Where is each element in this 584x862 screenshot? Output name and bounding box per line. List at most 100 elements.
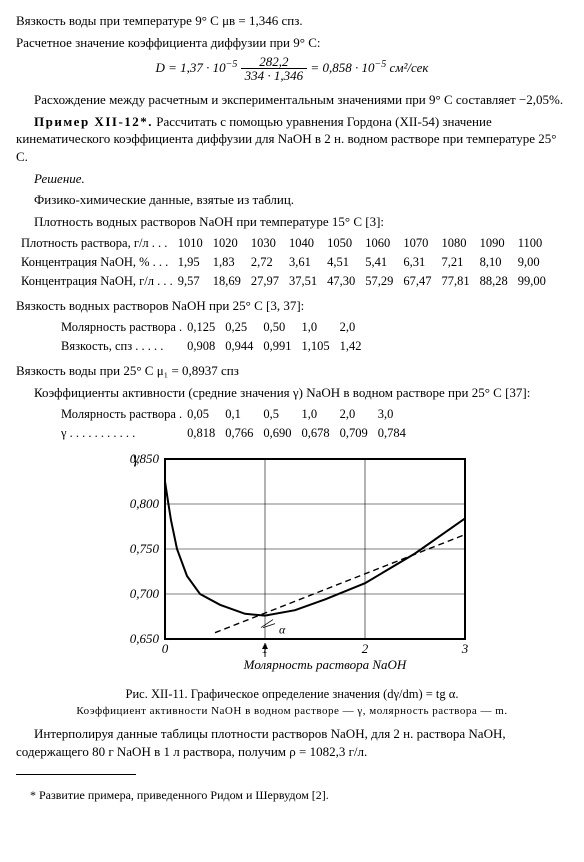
svg-text:0,700: 0,700	[130, 586, 160, 601]
cell: 37,51	[284, 272, 322, 291]
cell: 9,57	[173, 272, 208, 291]
eq-part: = 0,858 · 10	[310, 60, 374, 75]
table-row: Концентрация NaOH, г/л . . .9,5718,6927,…	[16, 272, 551, 291]
cell: 0,944	[220, 337, 258, 356]
cell: 99,00	[513, 272, 551, 291]
svg-text:0,750: 0,750	[130, 541, 160, 556]
table-gamma: Молярность раствора .0,050,10,51,02,03,0…	[56, 405, 411, 443]
cell: 7,21	[436, 253, 474, 272]
cell: 0,1	[220, 405, 258, 424]
row-label: γ . . . . . . . . . . .	[56, 424, 182, 443]
eq-fraction: 282,2 334 · 1,346	[241, 55, 308, 83]
table-row: Плотность раствора, г/л . . .10101020103…	[16, 234, 551, 253]
cell: 8,10	[475, 253, 513, 272]
cell: 4,51	[322, 253, 360, 272]
cell: 0,766	[220, 424, 258, 443]
row-label: Концентрация NaOH, г/л . . .	[16, 272, 173, 291]
chart-gamma-vs-molarity: α0,6500,7000,7500,8000,8500123γМолярност…	[111, 451, 473, 675]
cell: 1,0	[297, 318, 335, 337]
cell: 3,0	[373, 405, 411, 424]
cell: 0,991	[258, 337, 296, 356]
cell: 1,95	[173, 253, 208, 272]
cell: 1,42	[335, 337, 367, 356]
svg-text:0,650: 0,650	[130, 631, 160, 646]
svg-text:γ: γ	[133, 451, 140, 467]
cell: 1060	[360, 234, 398, 253]
eq-sup: −5	[226, 59, 238, 70]
table-row: γ . . . . . . . . . . .0,8180,7660,6900,…	[56, 424, 411, 443]
row-label: Молярность раствора .	[56, 405, 182, 424]
eq-num: 282,2	[241, 55, 308, 69]
paragraph-diffusion-9c: Расчетное значение коэффициента диффузии…	[16, 34, 568, 52]
cell: 0,05	[182, 405, 220, 424]
cell: 2,72	[246, 253, 284, 272]
cell: 2,0	[335, 318, 367, 337]
eq-unit: см²/сек	[389, 60, 428, 75]
cell: 1020	[208, 234, 246, 253]
paragraph-discrepancy: Расхождение между расчетным и эксперимен…	[16, 91, 568, 109]
cell: 1,105	[297, 337, 335, 356]
cell: 1070	[398, 234, 436, 253]
cell: 1,0	[297, 405, 335, 424]
cell: 0,908	[182, 337, 220, 356]
figure-caption: Рис. XII-11. Графическое определение зна…	[16, 686, 568, 703]
table-row: Молярность раствора .0,1250,250,501,02,0	[56, 318, 367, 337]
eq-part: D = 1,37 · 10	[156, 60, 226, 75]
cell: 67,47	[398, 272, 436, 291]
table-row: Молярность раствора .0,050,10,51,02,03,0	[56, 405, 411, 424]
cell: 1040	[284, 234, 322, 253]
cell: 77,81	[436, 272, 474, 291]
cell: 47,30	[322, 272, 360, 291]
cell: 1050	[322, 234, 360, 253]
row-label: Молярность раствора .	[56, 318, 182, 337]
cell: 0,678	[297, 424, 335, 443]
cell: 0,784	[373, 424, 411, 443]
footnote-separator	[16, 774, 136, 775]
cell: 1080	[436, 234, 474, 253]
cell: 9,00	[513, 253, 551, 272]
cell: 0,25	[220, 318, 258, 337]
cell: 6,31	[398, 253, 436, 272]
cell: 0,709	[335, 424, 373, 443]
example-label: Пример XII-12*.	[34, 114, 153, 129]
cell: 5,41	[360, 253, 398, 272]
paragraph-viscosity-25c: Вязкость воды при 25° С μ₁ = 0,8937 спз	[16, 362, 568, 380]
svg-text:2: 2	[362, 641, 369, 656]
cell: 1,83	[208, 253, 246, 272]
cell: 18,69	[208, 272, 246, 291]
paragraph-density-header: Плотность водных растворов NaOH при темп…	[16, 213, 568, 231]
equation-D: D = 1,37 · 10−5 282,2 334 · 1,346 = 0,85…	[16, 55, 568, 83]
svg-text:3: 3	[461, 641, 469, 656]
paragraph-interpolation: Интерполируя данные таблицы плотности ра…	[16, 725, 568, 760]
table-row: Концентрация NaOH, % . . .1,951,832,723,…	[16, 253, 551, 272]
cell: 0,690	[258, 424, 296, 443]
row-label: Концентрация NaOH, % . . .	[16, 253, 173, 272]
cell: 0,50	[258, 318, 296, 337]
row-label: Вязкость, спз . . . . .	[56, 337, 182, 356]
cell: 2,0	[335, 405, 373, 424]
svg-text:1: 1	[262, 641, 269, 656]
cell: 0,5	[258, 405, 296, 424]
svg-text:0,800: 0,800	[130, 496, 160, 511]
paragraph-example-header: Пример XII-12*. Рассчитать с помощью ура…	[16, 113, 568, 166]
eq-sup: −5	[374, 59, 386, 70]
table-density: Плотность раствора, г/л . . .10101020103…	[16, 234, 551, 291]
paragraph-solution: Решение.	[16, 170, 568, 188]
cell: 1090	[475, 234, 513, 253]
cell: 57,29	[360, 272, 398, 291]
paragraph-physchem: Физико-химические данные, взятые из табл…	[16, 191, 568, 209]
figure-subcaption: Коэффициент активности NaOH в водном рас…	[16, 704, 568, 719]
row-label: Плотность раствора, г/л . . .	[16, 234, 173, 253]
eq-den: 334 · 1,346	[241, 69, 308, 83]
cell: 0,818	[182, 424, 220, 443]
cell: 1030	[246, 234, 284, 253]
table-viscosity: Молярность раствора .0,1250,250,501,02,0…	[56, 318, 367, 356]
paragraph-gamma-header: Коэффициенты активности (средние значени…	[16, 384, 568, 402]
cell: 3,61	[284, 253, 322, 272]
paragraph-viscosity-header: Вязкость водных растворов NaOH при 25° С…	[16, 297, 568, 315]
footnote: * Развитие примера, приведенного Ридом и…	[16, 787, 568, 803]
cell: 27,97	[246, 272, 284, 291]
cell: 1010	[173, 234, 208, 253]
svg-text:α: α	[279, 623, 286, 637]
svg-text:0: 0	[162, 641, 169, 656]
